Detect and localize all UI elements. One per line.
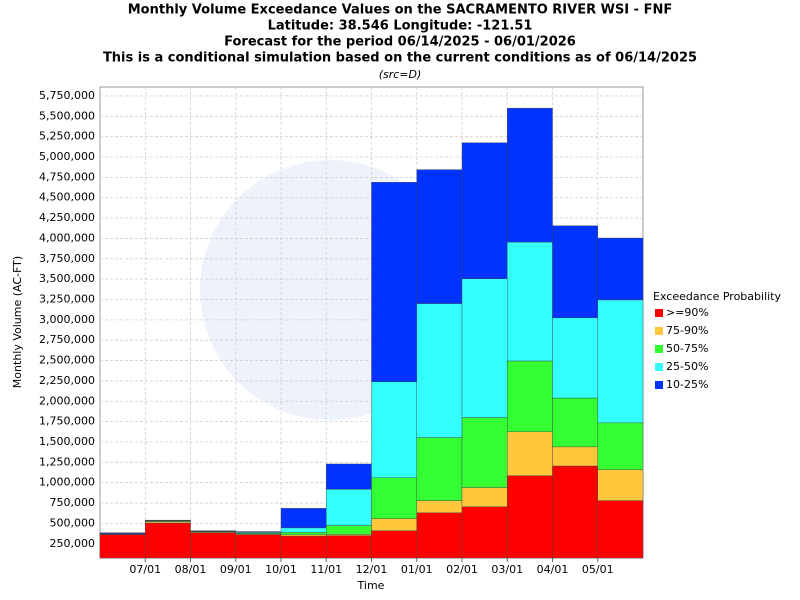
bar-segment	[552, 465, 598, 559]
legend-swatch	[655, 345, 663, 353]
y-tick-label: 4,000,000	[39, 231, 95, 244]
y-tick-label: 2,750,000	[39, 333, 95, 346]
x-axis-label: Time	[357, 579, 385, 592]
legend-swatch	[655, 309, 663, 317]
y-tick-label: 4,750,000	[39, 170, 95, 183]
x-tick-label: 08/01	[175, 563, 207, 576]
bar-segment	[326, 535, 372, 559]
bar-segment	[371, 381, 417, 479]
bar-segment	[99, 534, 146, 559]
bar-segment	[416, 512, 463, 559]
bar-segment	[145, 522, 191, 559]
bar-segment	[416, 303, 463, 438]
bar-segment	[461, 487, 508, 507]
bar-segment	[507, 431, 553, 476]
bar-segment	[190, 532, 236, 559]
y-tick-label: 3,000,000	[39, 313, 95, 326]
subtitle: (src=D)	[379, 68, 422, 81]
bar-segment	[597, 469, 644, 501]
legend-label: 25-50%	[666, 360, 708, 373]
y-tick-label: 4,250,000	[39, 211, 95, 224]
bar-segment	[552, 225, 598, 319]
legend-swatch	[655, 363, 663, 371]
y-axis-label: Monthly Volume (AC-FT)	[11, 256, 24, 388]
legend-title: Exceedance Probability	[653, 290, 781, 303]
bar-segment	[280, 532, 327, 535]
y-tick-label: 3,250,000	[39, 292, 95, 305]
bar-segment	[235, 534, 282, 559]
bar-segment	[326, 525, 372, 535]
chart-title: Monthly Volume Exceedance Values on the …	[128, 3, 672, 18]
y-tick-label: 5,500,000	[39, 109, 95, 122]
y-tick-label: 5,750,000	[39, 89, 95, 102]
y-tick-label: 500,000	[50, 516, 96, 529]
bar-segment	[416, 500, 463, 514]
x-tick-label: 10/01	[265, 563, 297, 576]
x-tick-label: 09/01	[220, 563, 252, 576]
y-tick-label: 3,500,000	[39, 272, 95, 285]
x-tick-label: 01/01	[401, 563, 433, 576]
y-tick-label: 2,250,000	[39, 374, 95, 387]
bar-segment	[552, 317, 598, 399]
x-tick-label: 02/01	[446, 563, 478, 576]
y-tick-label: 3,750,000	[39, 252, 95, 265]
bar-segment	[507, 107, 553, 243]
y-tick-label: 5,250,000	[39, 130, 95, 143]
y-tick-label: 1,000,000	[39, 476, 95, 489]
y-tick-label: 2,500,000	[39, 354, 95, 367]
y-tick-label: 250,000	[50, 537, 96, 550]
bar-segment	[461, 278, 508, 418]
bar-segment	[552, 446, 598, 467]
bar-segment	[552, 397, 598, 448]
chart-title: Latitude: 38.546 Longitude: -121.51	[268, 19, 533, 34]
y-tick-label: 1,750,000	[39, 415, 95, 428]
y-tick-label: 750,000	[50, 496, 96, 509]
legend-swatch	[655, 327, 663, 335]
y-tick-label: 2,000,000	[39, 394, 95, 407]
bar-segment	[280, 535, 327, 559]
legend-label: 50-75%	[666, 342, 708, 355]
y-tick-label: 1,250,000	[39, 455, 95, 468]
bar-segment	[461, 142, 508, 279]
bar-segment	[371, 182, 417, 382]
x-tick-label: 07/01	[129, 563, 161, 576]
chart-title: Forecast for the period 06/14/2025 - 06/…	[224, 35, 576, 50]
bar-segment	[280, 508, 327, 529]
x-tick-label: 05/01	[582, 563, 614, 576]
bar-segment	[597, 422, 644, 470]
y-tick-label: 4,500,000	[39, 191, 95, 204]
legend-label: 10-25%	[666, 378, 708, 391]
bar-segment	[507, 475, 553, 559]
x-tick-label: 03/01	[491, 563, 523, 576]
bar-segment	[371, 530, 417, 559]
y-tick-label: 1,500,000	[39, 435, 95, 448]
bar-segment	[326, 489, 372, 526]
chart-title: This is a conditional simulation based o…	[103, 51, 697, 66]
bar-segment	[597, 500, 644, 559]
bar-segment	[371, 518, 417, 531]
bar-segment	[597, 299, 644, 424]
legend-label: 75-90%	[666, 324, 708, 337]
bar-segment	[597, 237, 644, 301]
bar-segment	[507, 360, 553, 433]
bar-segment	[371, 477, 417, 519]
x-tick-label: 04/01	[537, 563, 569, 576]
bar-segment	[99, 532, 146, 534]
x-tick-label: 12/01	[356, 563, 388, 576]
bar-segment	[326, 463, 372, 490]
x-tick-label: 11/01	[310, 563, 342, 576]
bar-segment	[461, 506, 508, 559]
bar-segment	[416, 169, 463, 304]
bar-segment	[416, 437, 463, 501]
bar-segment	[461, 417, 508, 488]
y-tick-label: 5,000,000	[39, 150, 95, 163]
bar-segment	[280, 527, 327, 533]
legend-label: >=90%	[666, 306, 709, 319]
bar-segment	[507, 241, 553, 362]
bar-segment	[235, 531, 282, 533]
legend-swatch	[655, 381, 663, 389]
